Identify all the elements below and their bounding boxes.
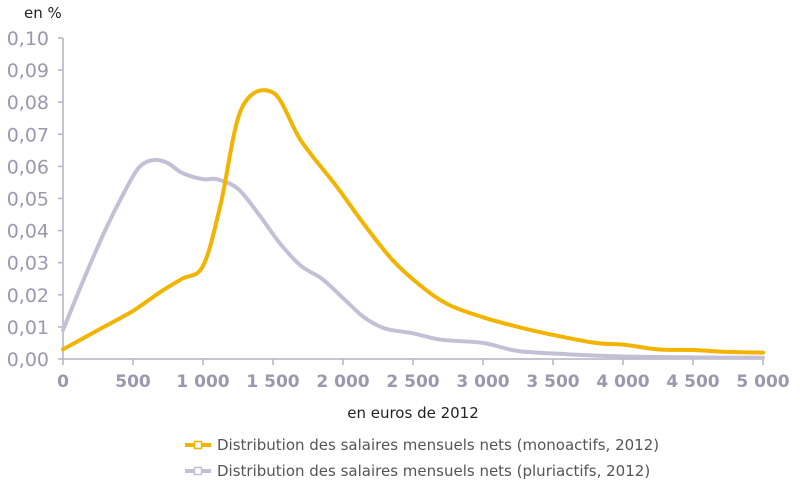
x-tick-label: 3 000 <box>456 372 509 392</box>
legend: Distribution des salaires mensuels nets … <box>185 436 659 480</box>
y-tick-label: 0,05 <box>7 189 49 211</box>
x-tick-label: 4 000 <box>596 372 649 392</box>
y-axis-label: en % <box>24 4 62 22</box>
legend-label-pluriactifs: Distribution des salaires mensuels nets … <box>217 462 650 480</box>
x-tick-label: 0 <box>57 372 69 392</box>
x-tick-label: 3 500 <box>526 372 579 392</box>
x-axis: 0 500 1 000 1 500 2 000 2 500 3 000 3 500 4 000 4… <box>57 358 790 392</box>
y-tick-label: 0,04 <box>7 221 49 243</box>
x-tick-label: 500 <box>115 372 151 392</box>
y-tick-label: 0,00 <box>7 349 49 371</box>
y-tick-label: 0,06 <box>7 156 49 178</box>
series-line-pluriactifs <box>61 157 765 360</box>
y-tick-label: 0,02 <box>7 285 49 307</box>
legend-swatch-marker <box>193 440 203 450</box>
y-axis: 0,00 0,01 0,02 0,03 0,04 0,05 0,06 0,07 0,08 0,09… <box>7 28 64 371</box>
y-tick-label: 0,03 <box>7 253 49 275</box>
x-tick-label: 2 000 <box>316 372 369 392</box>
x-tick-label: 1 500 <box>246 372 299 392</box>
y-tick-label: 0,07 <box>7 124 49 146</box>
y-tick-label: 0,10 <box>7 28 49 50</box>
x-axis-label: en euros de 2012 <box>347 404 479 422</box>
y-tick-label: 0,08 <box>7 92 49 114</box>
x-tick-label: 1 000 <box>176 372 229 392</box>
x-tick-label: 4 500 <box>666 372 719 392</box>
series-line-monoactifs <box>61 88 765 355</box>
plot-area <box>61 88 765 360</box>
x-tick-label: 5 000 <box>736 372 789 392</box>
legend-swatch-marker <box>193 466 203 476</box>
y-tick-label: 0,01 <box>7 317 49 339</box>
legend-label-monoactifs: Distribution des salaires mensuels nets … <box>217 436 659 454</box>
x-tick-label: 2 500 <box>386 372 439 392</box>
y-tick-label: 0,09 <box>7 60 49 82</box>
